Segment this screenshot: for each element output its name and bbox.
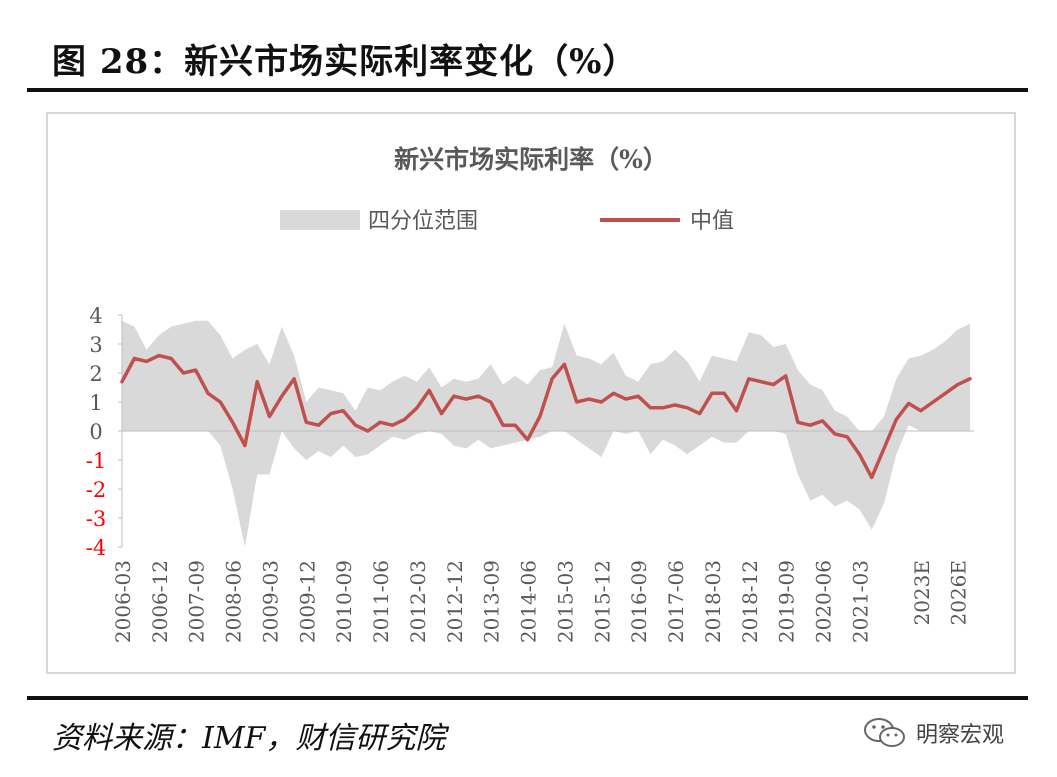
x-tick-label: 2020-06	[812, 560, 836, 643]
x-tick-label: 2021-03	[848, 560, 872, 643]
x-tick-label: 2010-09	[332, 560, 356, 643]
x-tick-label: 2007-09	[185, 560, 209, 643]
legend-band-label: 四分位范围	[368, 209, 478, 234]
x-tick-label: 2009-12	[295, 560, 319, 643]
wechat-icon	[864, 718, 905, 747]
chart-frame: 新兴市场实际利率（%） 四分位范围 中值 4 3 2 1 0 -1 -2 -3 -4 2006-03 20…	[46, 112, 1016, 674]
y-tick-label: -1	[86, 449, 106, 473]
y-tick-label: 0	[89, 420, 102, 444]
y-tick-label: 2	[89, 362, 102, 386]
x-tick-label: 2026E	[947, 560, 971, 626]
y-tick-label: 4	[89, 304, 102, 328]
x-tick-label: 2013-09	[480, 560, 504, 643]
y-tick-label: 3	[89, 333, 102, 357]
x-tick-label: 2006-12	[148, 560, 172, 643]
watermark-text: 明察宏观	[916, 723, 1005, 748]
median-series-line	[120, 353, 972, 480]
x-tick-label: 2008-06	[222, 560, 246, 643]
watermark: 明察宏观	[862, 716, 1004, 750]
x-tick-label: 2019-09	[775, 560, 799, 643]
x-tick-label: 2018-03	[701, 560, 725, 643]
x-tick-label: 2009-03	[258, 560, 282, 643]
source-note: 资料来源：IMF，财信研究院	[52, 721, 446, 756]
y-tick-label: 1	[89, 391, 102, 415]
y-tick-label: -4	[86, 536, 106, 560]
bottom-rule	[27, 696, 1028, 700]
x-tick-label: 2023E	[910, 560, 934, 626]
chart-title: 新兴市场实际利率（%）	[394, 145, 668, 174]
x-tick-label: 2014-06	[517, 560, 541, 643]
y-tick-label: -3	[86, 507, 106, 531]
legend-median-label: 中值	[690, 209, 734, 234]
x-tick-label: 2016-09	[627, 560, 651, 643]
x-tick-label: 2018-12	[738, 560, 762, 643]
x-tick-label: 2015-03	[553, 560, 577, 643]
figure-title: 图 28：新兴市场实际利率变化（%）	[52, 42, 638, 82]
y-tick-label: -2	[86, 478, 106, 502]
x-tick-label: 2015-12	[590, 560, 614, 643]
x-tick-label: 2012-03	[406, 560, 430, 643]
legend-band-swatch	[280, 210, 360, 230]
x-tick-label: 2017-06	[664, 560, 688, 643]
top-rule	[27, 88, 1028, 92]
quartile-band-area	[122, 320, 970, 547]
x-tick-label: 2006-03	[111, 560, 135, 643]
x-tick-label: 2012-12	[443, 560, 467, 643]
x-tick-label: 2011-06	[369, 560, 393, 643]
